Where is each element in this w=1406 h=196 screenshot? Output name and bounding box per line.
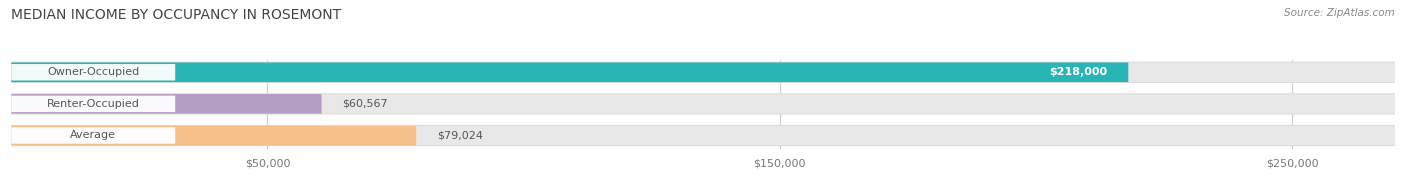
FancyBboxPatch shape [11,96,176,112]
FancyBboxPatch shape [11,93,1395,114]
Text: Source: ZipAtlas.com: Source: ZipAtlas.com [1284,8,1395,18]
Text: Average: Average [70,131,117,141]
FancyBboxPatch shape [11,127,176,144]
Text: Renter-Occupied: Renter-Occupied [46,99,139,109]
FancyBboxPatch shape [11,126,416,145]
FancyBboxPatch shape [11,63,1395,82]
FancyBboxPatch shape [11,125,1395,146]
Text: $79,024: $79,024 [437,131,482,141]
FancyBboxPatch shape [11,62,1395,83]
Text: Owner-Occupied: Owner-Occupied [48,67,139,77]
Text: $60,567: $60,567 [342,99,388,109]
Text: MEDIAN INCOME BY OCCUPANCY IN ROSEMONT: MEDIAN INCOME BY OCCUPANCY IN ROSEMONT [11,8,342,22]
FancyBboxPatch shape [11,64,176,81]
Text: $218,000: $218,000 [1050,67,1108,77]
FancyBboxPatch shape [11,126,1395,145]
FancyBboxPatch shape [11,94,322,114]
FancyBboxPatch shape [11,94,1395,114]
FancyBboxPatch shape [11,63,1128,82]
